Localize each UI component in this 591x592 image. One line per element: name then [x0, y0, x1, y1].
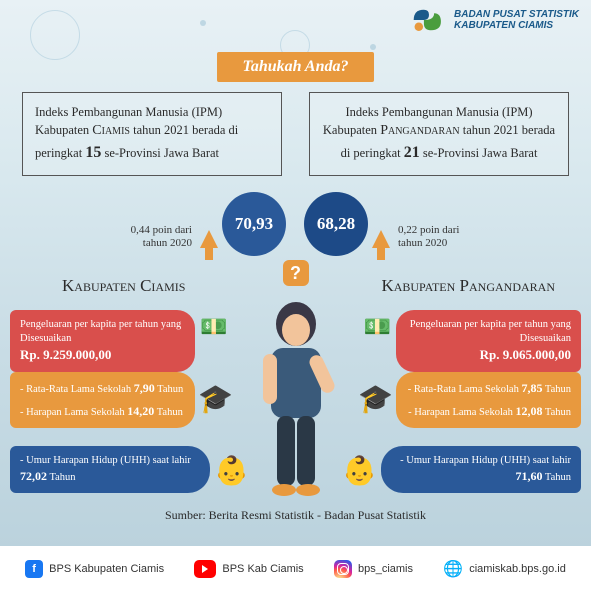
delta-ciamis: 0,44 poin dari tahun 2020 [112, 224, 192, 250]
footer: f BPS Kabupaten Ciamis BPS Kab Ciamis bp… [0, 546, 591, 592]
ipm-score-pangandaran: 68,28 [304, 192, 368, 256]
header: BADAN PUSAT STATISTIK KABUPATEN CIAMIS [412, 6, 579, 34]
expenditure-card-left: Pengeluaran per kapita per tahun yang Di… [10, 310, 195, 372]
source-text: Sumber: Berita Resmi Statistik - Badan P… [0, 508, 591, 523]
region-title-right: Kabupaten Pangandaran [381, 276, 555, 296]
baby-icon: 👶 [214, 454, 249, 488]
arrow-up-icon [200, 230, 218, 248]
label: Pengeluaran per kapita per tahun yang Di… [406, 318, 571, 346]
money-icon: 💵 [364, 314, 391, 340]
ipm-score-ciamis: 70,93 [222, 192, 286, 256]
life-card-right: - Umur Harapan Hidup (UHH) saat lahir 71… [381, 446, 581, 493]
money-icon: 💵 [200, 314, 227, 340]
fb-label: BPS Kabupaten Ciamis [49, 563, 164, 575]
region-title-left: Kabupaten Ciamis [62, 276, 185, 296]
org-name: BADAN PUSAT STATISTIK KABUPATEN CIAMIS [454, 9, 579, 31]
infographic-canvas: BADAN PUSAT STATISTIK KABUPATEN CIAMIS T… [0, 0, 591, 592]
life-card-left: - Umur Harapan Hidup (UHH) saat lahir 72… [10, 446, 210, 493]
footer-youtube[interactable]: BPS Kab Ciamis [194, 560, 303, 578]
education-card-right: - Rata-Rata Lama Sekolah 7,85 Tahun - Ha… [396, 372, 581, 428]
question-mark-icon: ? [283, 260, 309, 286]
web-label: ciamiskab.bps.go.id [469, 563, 566, 575]
education-card-left: - Rata-Rata Lama Sekolah 7,90 Tahun - Ha… [10, 372, 195, 428]
yt-label: BPS Kab Ciamis [222, 563, 303, 575]
youtube-icon [194, 560, 216, 578]
delta-pangandaran: 0,22 poin dari tahun 2020 [398, 224, 478, 250]
expenditure-card-right: Pengeluaran per kapita per tahun yang Di… [396, 310, 581, 372]
value: Rp. 9.065.000,00 [406, 346, 571, 364]
globe-icon: 🌐 [443, 559, 463, 579]
thinking-person-icon [241, 290, 351, 500]
ig-label: bps_ciamis [358, 563, 413, 575]
bps-logo-icon [412, 6, 446, 34]
fact-box-ciamis: Indeks Pembangunan Manusia (IPM) Kabupat… [22, 92, 282, 176]
deco [30, 10, 80, 60]
org-line2: KABUPATEN CIAMIS [454, 20, 579, 31]
org-line1: BADAN PUSAT STATISTIK [454, 9, 579, 20]
title-ribbon: Tahukah Anda? [217, 52, 375, 82]
deco [200, 20, 206, 26]
value: Rp. 9.259.000,00 [20, 346, 185, 364]
deco [370, 44, 376, 50]
footer-instagram[interactable]: bps_ciamis [334, 560, 413, 578]
fact-box-pangandaran: Indeks Pembangunan Manusia (IPM) Kabupat… [309, 92, 569, 176]
books-icon: 🎓 [198, 382, 233, 416]
arrow-up-icon [372, 230, 390, 248]
instagram-icon [334, 560, 352, 578]
facebook-icon: f [25, 560, 43, 578]
baby-icon: 👶 [342, 454, 377, 488]
footer-website[interactable]: 🌐 ciamiskab.bps.go.id [443, 559, 566, 579]
books-icon: 🎓 [358, 382, 393, 416]
label: Pengeluaran per kapita per tahun yang Di… [20, 318, 185, 346]
footer-facebook[interactable]: f BPS Kabupaten Ciamis [25, 560, 164, 578]
